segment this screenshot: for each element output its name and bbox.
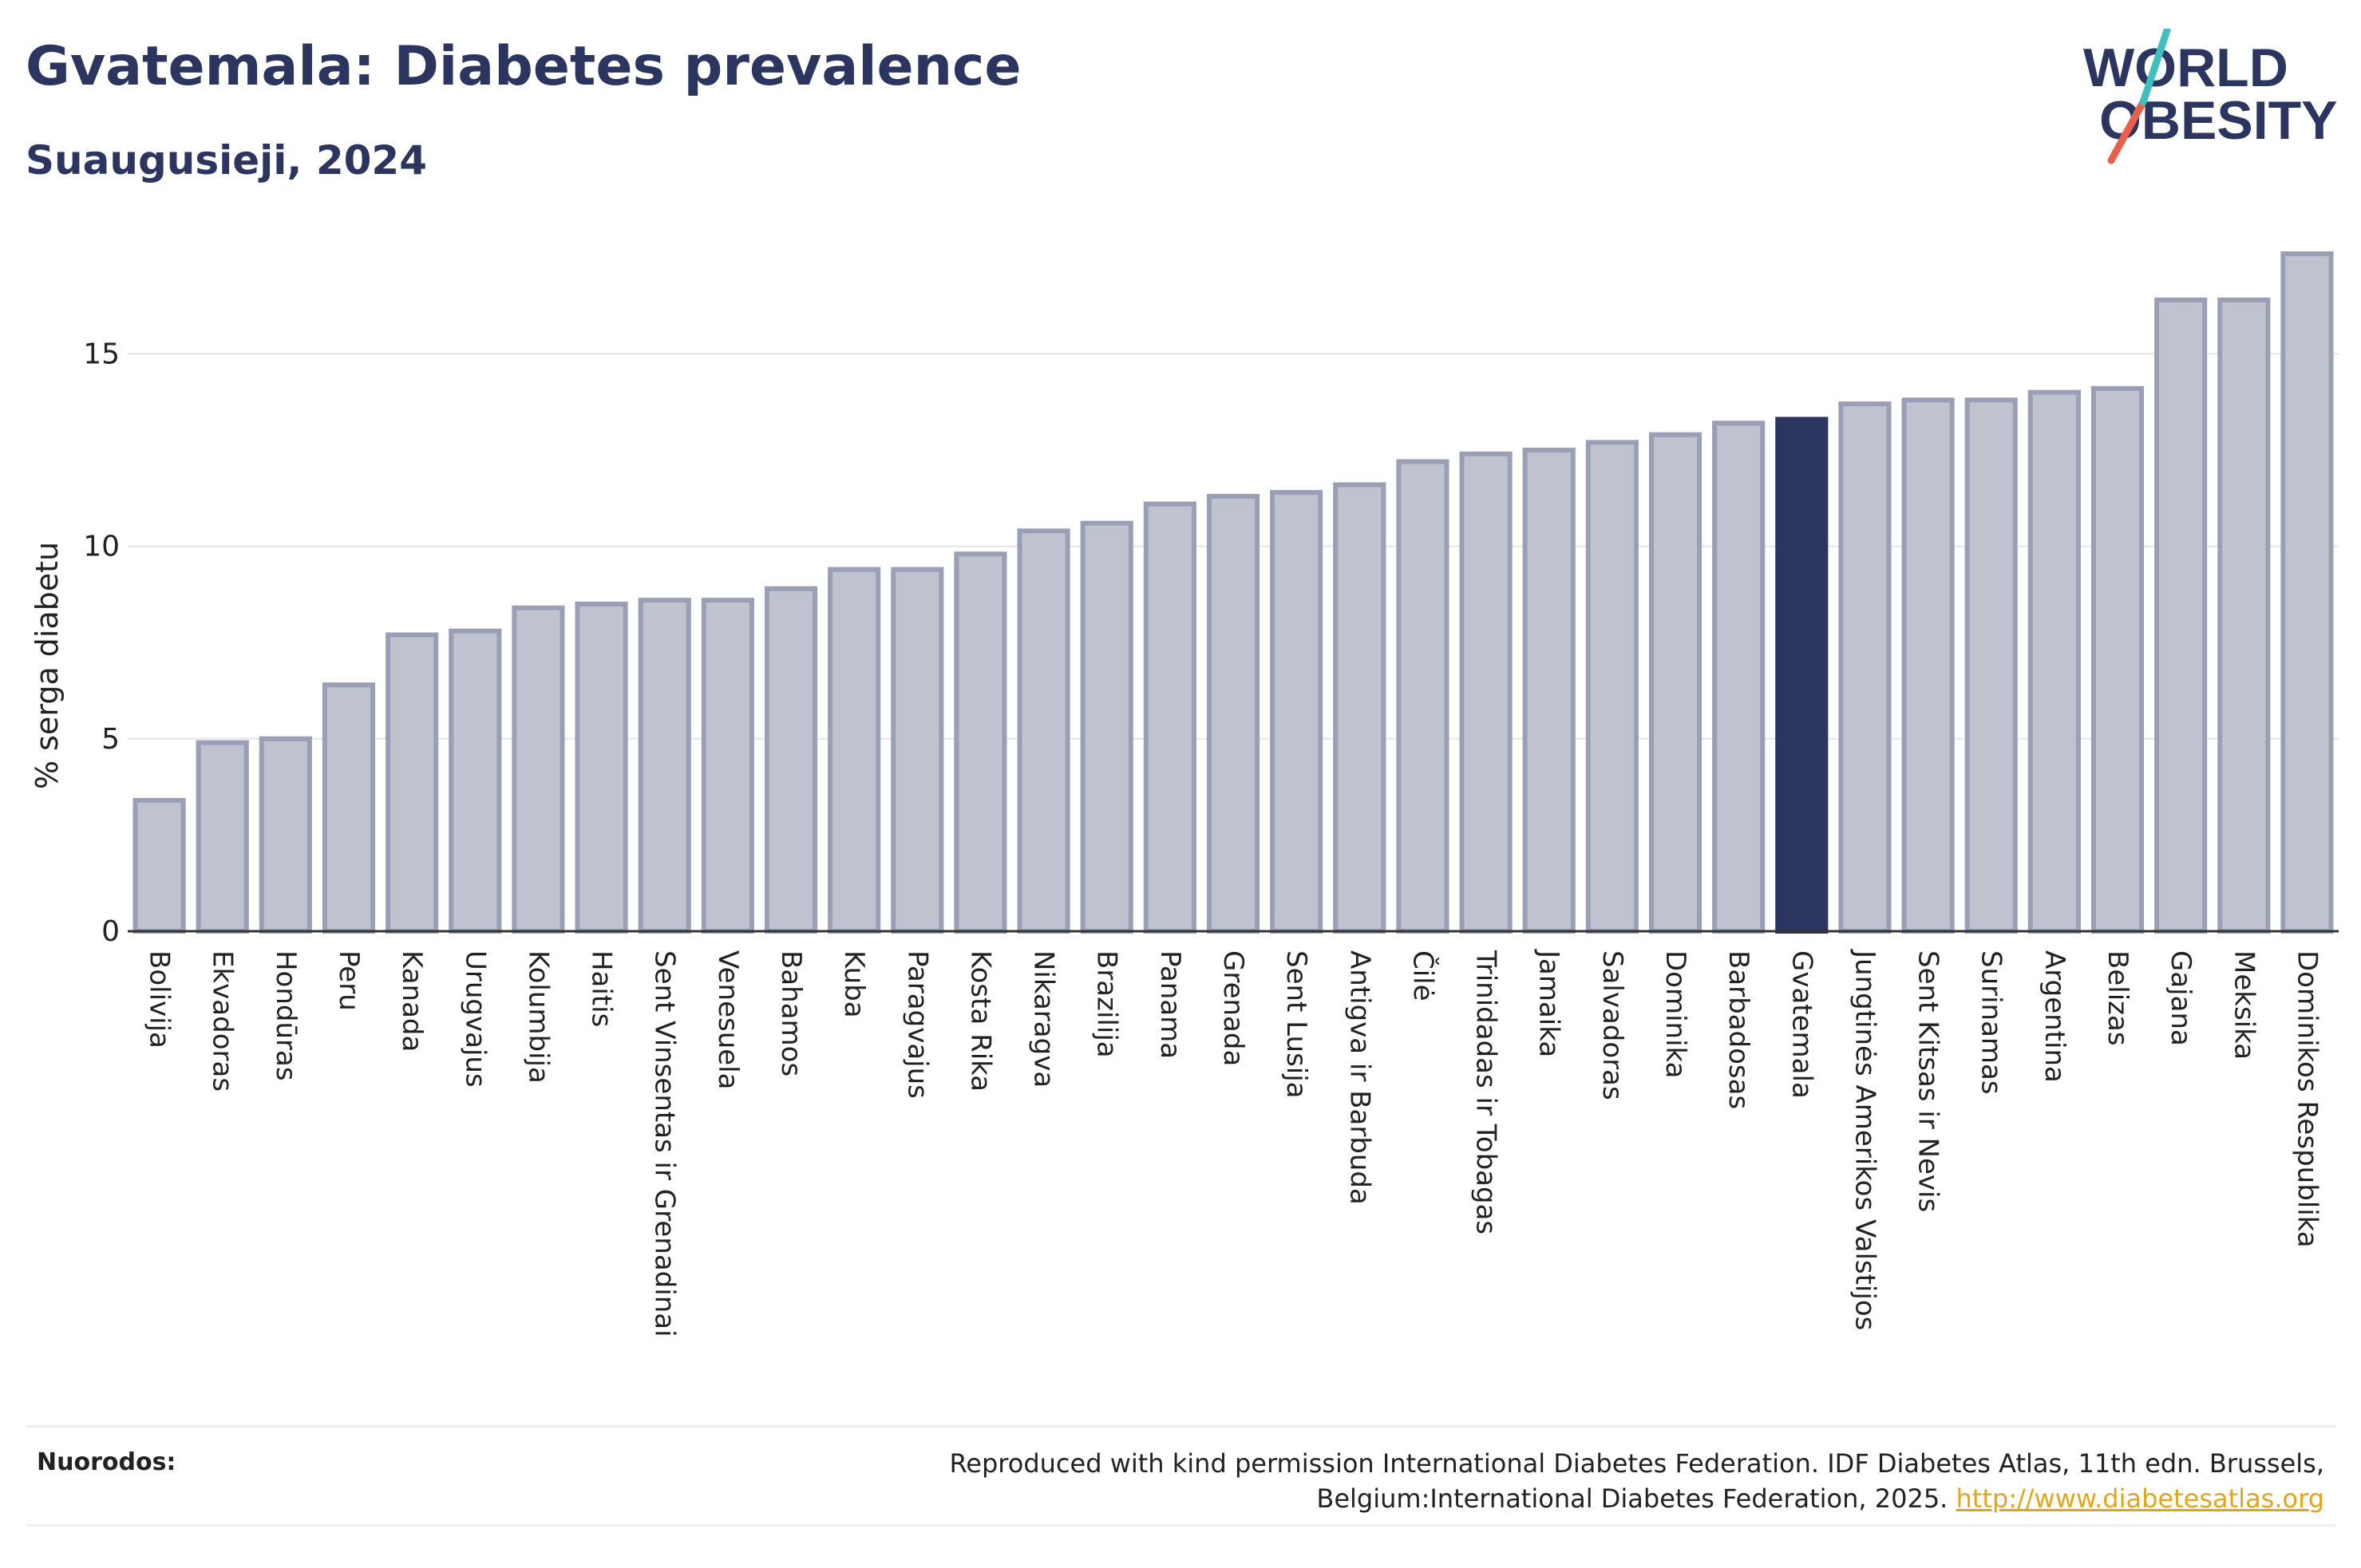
references-label: Nuorodos: [37,1448,176,1476]
bar [1459,451,1513,934]
bar [701,598,754,934]
x-tick-label: Peru [333,950,365,1011]
bar [638,598,691,934]
references-bottom-divider [26,1524,2336,1527]
x-tick-label: Trinidadas ir Tobagas [1470,950,1502,1234]
x-tick-label: Antigva ir Barbuda [1343,950,1375,1205]
bar [2154,297,2208,934]
x-tick-label: Kuba [838,950,870,1018]
bar [1901,397,1955,934]
bar [828,567,881,934]
bar [1964,397,2018,934]
bar [2027,389,2081,934]
references-text: Reproduced with kind permission Internat… [728,1446,2325,1516]
bar [575,601,628,934]
x-tick-label: Surinamas [1975,950,2007,1095]
bar [322,682,376,934]
bars [132,251,2334,934]
x-tick-label: Haitis [586,950,618,1027]
bar [891,567,944,934]
bar [132,797,186,934]
x-tick-label: Bahamos [775,950,807,1076]
references-link[interactable]: http://www.diabetesatlas.org [1956,1483,2324,1514]
bar [1838,401,1892,934]
axes: 0 5 10 15 Bolivija Ekvadoras Hondūras Peru Kanad… [83,338,2339,1337]
y-tick-label: 0 [101,915,120,948]
bar [1017,528,1070,934]
x-tick-label: Brazilija [1091,950,1123,1058]
x-tick-label: Dominika [1659,950,1691,1078]
bar-chart: 0 5 10 15 Bolivija Ekvadoras Hondūras Peru Kanad… [30,251,2339,1337]
x-tick-label: Gajana [2165,950,2197,1046]
references-top-divider [26,1425,2336,1428]
logo-line1: WORLD [2083,38,2288,98]
bar [1712,421,1766,934]
y-tick-label: 15 [83,338,120,370]
x-tick-label: Hondūras [270,950,302,1081]
x-tick-label: Čilė [1406,950,1439,1001]
x-tick-label: Belizas [2102,950,2134,1046]
bar-highlight [1775,417,1829,934]
x-tick-label: Paragvajus [901,950,933,1099]
x-tick-label: Urugvajus [459,950,491,1088]
page-subtitle: Suaugusieji, 2024 [26,137,427,184]
x-tick-label: Sent Lusija [1280,950,1312,1099]
bar [1270,490,1323,934]
x-tick-label: Sent Kitsas ir Nevis [1912,950,1944,1212]
logo-line2: OBESITY [2099,90,2338,151]
x-tick-label: Barbadosas [1722,950,1754,1109]
x-tick-label: Venesuela [712,950,744,1089]
y-tick-label: 10 [83,531,120,563]
x-tick-label: Ekvadoras [207,950,239,1092]
logo-slash-red [2107,98,2147,164]
world-obesity-logo[interactable]: WORLD OBESITY [2075,29,2347,172]
bar [954,551,1007,934]
x-tick-label: Bolivija [144,950,176,1049]
x-tick-label: Dominikos Respublika [2291,950,2323,1248]
logo-slash-teal [2139,29,2171,106]
bar [259,736,312,934]
x-tick-label: Jungtinės Amerikos Valstijos [1849,949,1880,1330]
bar [1522,448,1576,934]
bar [1206,493,1260,934]
bar [1080,520,1133,934]
bar [386,632,439,934]
y-tick-label: 5 [101,723,120,756]
x-tick-label: Argentina [2039,950,2070,1083]
bar [512,605,565,934]
x-tick-label: Gvatemala [1786,950,1817,1099]
references-body: Reproduced with kind permission Internat… [949,1448,2325,1514]
bar [2090,385,2145,934]
x-tick-label: Nikaragva [1028,950,1060,1088]
x-tick-label: Jamaika [1533,949,1565,1057]
x-tick-label: Meksika [2228,950,2260,1060]
bar [1585,440,1639,934]
x-tick-label: Grenada [1217,950,1249,1066]
x-tick-label: Sent Vinsentas ir Grenadinai [649,950,681,1337]
x-tick-label: Salvadoras [1596,950,1628,1100]
page-title: Gvatemala: Diabetes prevalence [26,35,1022,98]
x-tick-label: Kolumbija [522,950,554,1084]
bar [1648,432,1703,934]
x-tick-label: Kosta Rika [964,950,996,1092]
bar [1333,482,1386,934]
bar [2217,297,2271,934]
bar [764,586,818,934]
bar [196,740,249,934]
x-tick-label: Kanada [396,950,428,1052]
bar [1143,501,1196,934]
bar [449,628,502,934]
x-tick-label: Panama [1154,950,1186,1059]
bar [1396,459,1449,934]
bar [2280,251,2334,934]
y-axis-label: % serga diabetu [30,542,65,789]
